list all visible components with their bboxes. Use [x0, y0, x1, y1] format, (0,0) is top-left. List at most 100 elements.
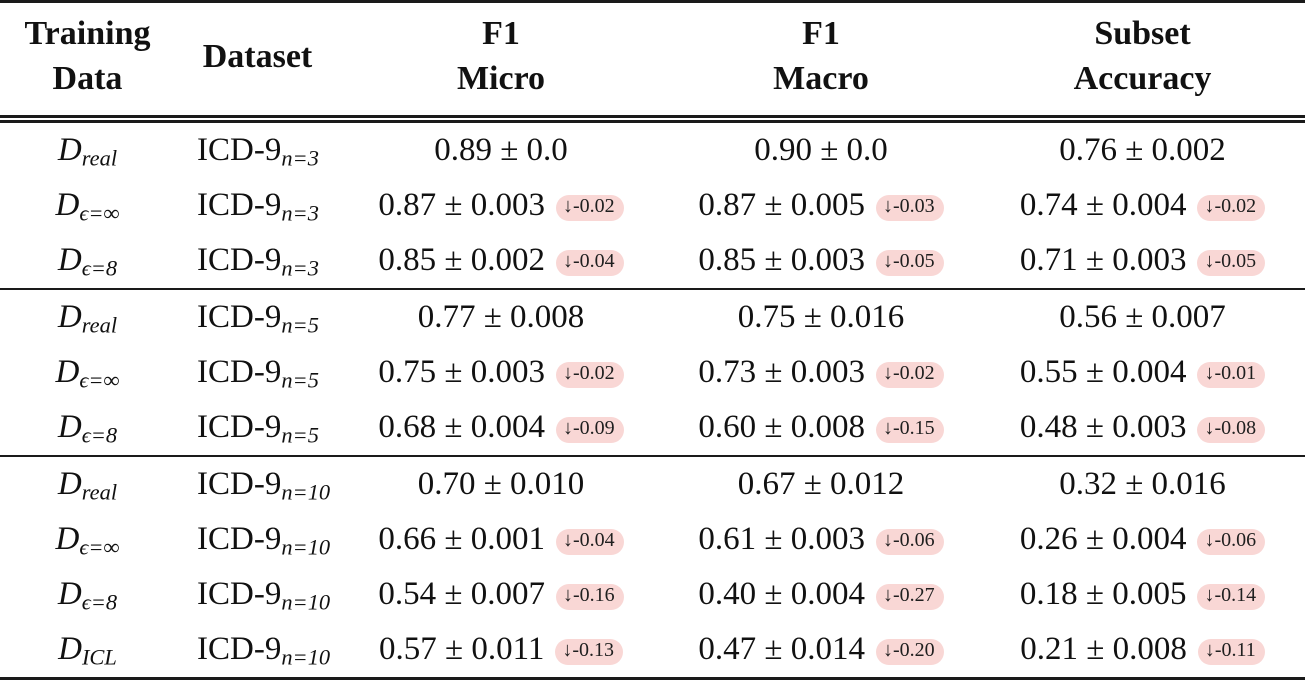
delta-badge: ↓-0.14: [1197, 584, 1266, 610]
metric-value: 0.68 ± 0.004: [378, 409, 545, 445]
delta-value: -0.02: [572, 362, 615, 384]
dataset-name: ICD-9: [197, 466, 282, 502]
cell-dataset: ICD-9n=5: [175, 400, 340, 456]
delta-badge: ↓-0.03: [875, 195, 944, 221]
down-arrow-icon: ↓: [1204, 417, 1215, 439]
training-symbol: D: [58, 631, 82, 667]
dataset-subscript: n=3: [281, 200, 319, 226]
dataset-name: ICD-9: [197, 354, 282, 390]
delta-value: -0.11: [1214, 639, 1256, 661]
cell-f1-macro: 0.85 ± 0.003 ↓-0.05: [662, 233, 980, 289]
metric-value: 0.77 ± 0.008: [417, 299, 585, 335]
metric-value: 0.75 ± 0.016: [737, 299, 905, 335]
metric-value: 0.55 ± 0.004: [1019, 354, 1187, 390]
training-symbol: D: [57, 409, 82, 445]
down-arrow-icon: ↓: [1204, 584, 1215, 606]
cell-f1-micro: 0.87 ± 0.003 ↓-0.02: [340, 178, 662, 233]
dataset-subscript: n=10: [281, 534, 331, 560]
metric-value: 0.75 ± 0.003: [378, 354, 545, 390]
training-subscript: ϵ=8: [81, 255, 118, 281]
delta-badge: ↓-0.02: [1197, 195, 1266, 221]
metric-value: 0.57 ± 0.011: [378, 631, 545, 667]
cell-dataset: ICD-9n=3: [175, 178, 340, 233]
delta-value: -0.04: [572, 529, 615, 551]
dataset-subscript: n=10: [281, 644, 331, 670]
cell-subset-accuracy: 0.56 ± 0.007: [980, 288, 1305, 345]
training-symbol: D: [57, 132, 82, 168]
cell-subset-accuracy: 0.55 ± 0.004 ↓-0.01: [980, 345, 1305, 400]
training-subscript: ϵ=8: [81, 422, 118, 448]
cell-dataset: ICD-9n=10: [175, 622, 340, 679]
training-symbol: D: [57, 466, 82, 502]
down-arrow-icon: ↓: [882, 417, 893, 439]
delta-value: -0.02: [892, 362, 935, 384]
dataset-subscript: n=5: [281, 312, 319, 338]
down-arrow-icon: ↓: [562, 195, 573, 217]
dataset-subscript: n=3: [281, 255, 319, 281]
cell-f1-micro: 0.77 ± 0.008: [340, 288, 662, 345]
down-arrow-icon: ↓: [882, 250, 893, 272]
metric-value: 0.60 ± 0.008: [698, 409, 865, 445]
delta-badge: ↓-0.16: [555, 584, 624, 610]
down-arrow-icon: ↓: [562, 417, 573, 439]
training-symbol: D: [55, 521, 80, 557]
delta-badge: ↓-0.27: [875, 584, 944, 610]
cell-dataset: ICD-9n=5: [175, 345, 340, 400]
cell-dataset: ICD-9n=3: [175, 233, 340, 289]
col-header-subset-accuracy: Subset Accuracy: [980, 1, 1305, 123]
cell-training-data: Dϵ=∞: [0, 178, 175, 233]
cell-training-data: Dreal: [0, 455, 175, 512]
training-subscript: real: [81, 479, 118, 505]
cell-f1-micro: 0.66 ± 0.001 ↓-0.04: [340, 512, 662, 567]
header-training-line2: Data: [52, 60, 123, 97]
dataset-name: ICD-9: [197, 132, 282, 168]
table-row: Dϵ=8 ICD-9n=5 0.68 ± 0.004 ↓-0.09 0.60 ± …: [0, 400, 1305, 456]
down-arrow-icon: ↓: [1204, 195, 1215, 217]
cell-dataset: ICD-9n=10: [175, 567, 340, 622]
metric-value: 0.85 ± 0.002: [378, 242, 545, 278]
dataset-name: ICD-9: [197, 631, 282, 667]
down-arrow-icon: ↓: [882, 195, 893, 217]
cell-training-data: Dϵ=8: [0, 400, 175, 456]
training-symbol: D: [55, 354, 80, 390]
cell-subset-accuracy: 0.18 ± 0.005 ↓-0.14: [980, 567, 1305, 622]
table-row: Dϵ=8 ICD-9n=10 0.54 ± 0.007 ↓-0.16 0.40 ±…: [0, 567, 1305, 622]
dataset-subscript: n=5: [281, 422, 319, 448]
down-arrow-icon: ↓: [1204, 362, 1215, 384]
table-row: Dϵ=∞ ICD-9n=3 0.87 ± 0.003 ↓-0.02 0.87 ± …: [0, 178, 1305, 233]
metric-value: 0.56 ± 0.007: [1059, 299, 1226, 335]
delta-value: -0.27: [892, 584, 935, 606]
cell-training-data: Dϵ=∞: [0, 345, 175, 400]
metric-value: 0.66 ± 0.001: [378, 521, 545, 557]
table-row: Dϵ=∞ ICD-9n=5 0.75 ± 0.003 ↓-0.02 0.73 ± …: [0, 345, 1305, 400]
training-subscript: real: [81, 312, 118, 338]
col-header-f1-macro: F1 Macro: [662, 1, 980, 123]
delta-badge: ↓-0.05: [1197, 250, 1266, 276]
delta-value: -0.20: [892, 639, 935, 661]
dataset-name: ICD-9: [197, 521, 282, 557]
delta-value: -0.06: [1214, 529, 1257, 551]
col-header-f1-micro: F1 Micro: [340, 1, 662, 123]
metric-value: 0.89 ± 0.0: [434, 132, 568, 168]
training-subscript: ϵ=∞: [79, 534, 120, 560]
down-arrow-icon: ↓: [562, 362, 573, 384]
delta-value: -0.02: [1214, 195, 1257, 217]
cell-training-data: DICL: [0, 622, 175, 679]
delta-value: -0.03: [892, 195, 935, 217]
training-symbol: D: [55, 187, 80, 223]
table-row: Dϵ=8 ICD-9n=3 0.85 ± 0.002 ↓-0.04 0.85 ± …: [0, 233, 1305, 289]
delta-badge: ↓-0.02: [555, 195, 624, 221]
down-arrow-icon: ↓: [1204, 529, 1215, 551]
delta-value: -0.16: [572, 584, 615, 606]
table-row: Dϵ=∞ ICD-9n=10 0.66 ± 0.001 ↓-0.04 0.61 ±…: [0, 512, 1305, 567]
results-table: Training Data Dataset F1 Micro F1 Macro …: [0, 0, 1305, 680]
delta-badge: ↓-0.06: [1197, 529, 1266, 555]
delta-value: -0.01: [1214, 362, 1257, 384]
delta-badge: ↓-0.02: [555, 362, 624, 388]
table-row: Dreal ICD-9n=3 0.89 ± 0.0 0.90 ± 0.0 0.7…: [0, 119, 1305, 178]
cell-f1-micro: 0.68 ± 0.004 ↓-0.09: [340, 400, 662, 456]
dataset-subscript: n=10: [281, 479, 331, 505]
cell-f1-macro: 0.40 ± 0.004 ↓-0.27: [662, 567, 980, 622]
down-arrow-icon: ↓: [562, 529, 573, 551]
header-dataset-label: Dataset: [202, 37, 313, 75]
